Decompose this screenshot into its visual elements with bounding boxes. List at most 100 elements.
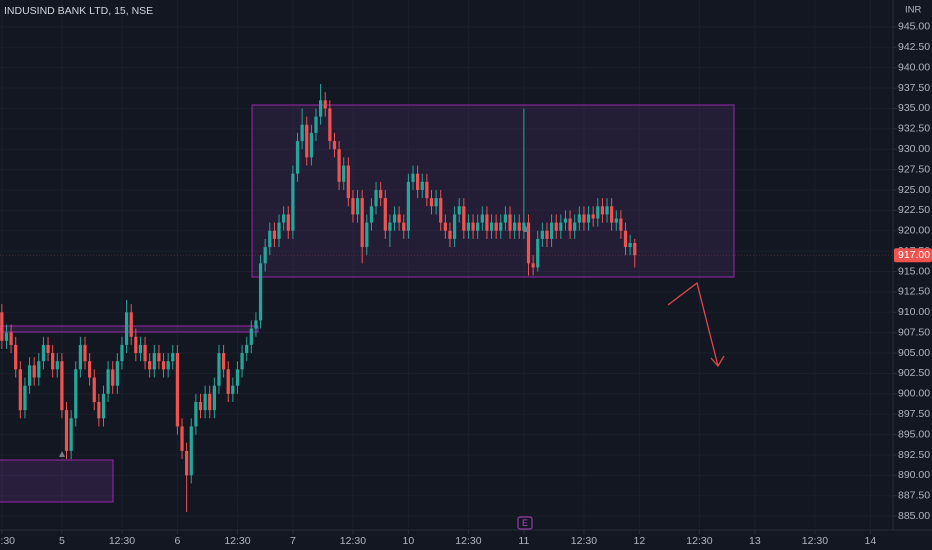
candle-body [198, 401, 203, 411]
y-tick-label: 912.50 [898, 286, 930, 298]
candle-body [235, 369, 240, 386]
candle-body [614, 218, 618, 223]
candle-body [342, 165, 346, 182]
candle-body [425, 181, 429, 199]
y-tick-label: 885.00 [898, 510, 930, 522]
candle-body [402, 222, 406, 231]
event-marker[interactable]: E [522, 518, 528, 528]
resistance-zone[interactable] [251, 104, 735, 278]
x-tick-label: 12:30 [340, 535, 366, 547]
candle-body [628, 242, 632, 248]
candle-body [471, 222, 475, 231]
candle-body [559, 222, 563, 231]
y-tick-label: 902.50 [898, 367, 930, 379]
candle-body [480, 214, 484, 223]
y-tick-label: 910.00 [898, 306, 930, 318]
candle-body [240, 353, 244, 370]
candle-body [0, 312, 4, 341]
candle-body [540, 230, 544, 239]
candle-body [355, 198, 360, 215]
candle-body [148, 361, 152, 370]
demand-zone[interactable] [0, 459, 114, 503]
candle-body [619, 218, 623, 231]
candle-body [513, 222, 517, 231]
candle-body [286, 214, 290, 231]
candle-body [97, 401, 101, 419]
candle-body [337, 149, 341, 182]
candle-body [499, 222, 503, 231]
y-tick-label: 897.50 [898, 408, 930, 420]
candle-body [554, 222, 558, 231]
candle-body [41, 344, 46, 362]
candle-body [300, 124, 304, 142]
candle-body [439, 198, 443, 223]
candle-body [14, 344, 18, 370]
currency-label: INR [905, 5, 922, 16]
candle-body [157, 353, 161, 362]
candle-body [203, 393, 207, 411]
x-tick-label: 5 [59, 535, 65, 547]
candle-body [406, 181, 411, 231]
candle-body [623, 230, 628, 248]
x-tick-label: 14 [865, 535, 877, 547]
candle-body [268, 230, 272, 248]
x-tick-label: 12 [634, 535, 646, 547]
candle-body [221, 353, 226, 370]
axes: 885.00 887.50 890.00 892.50 895.00 897.50 900.… [0, 21, 932, 547]
y-tick-label: 905.00 [898, 347, 930, 359]
candle-body [106, 369, 110, 394]
y-tick-label: 895.00 [898, 428, 930, 440]
x-tick-label: 13 [749, 535, 761, 547]
candle-body [365, 222, 369, 248]
candle-body [388, 222, 392, 231]
event-badge[interactable] [517, 516, 533, 530]
candle-body [605, 206, 609, 215]
candle-body [88, 361, 92, 378]
candle-body [134, 336, 138, 354]
candle-body [549, 222, 554, 239]
candle-body [531, 263, 535, 268]
x-tick-label: 11 [518, 535, 529, 547]
x-tick-label: 6 [174, 535, 180, 547]
candle-body [591, 214, 595, 219]
candle-body [120, 344, 124, 362]
candle-body [212, 385, 216, 411]
y-tick-label: 887.50 [898, 490, 930, 502]
candle-body [392, 214, 397, 223]
candle-body [462, 206, 466, 231]
candle-body [32, 365, 36, 378]
candle-body [411, 173, 415, 182]
y-tick-label: 915.00 [898, 265, 930, 277]
candle-body [152, 353, 156, 370]
candle-body [443, 222, 447, 231]
candle-body [115, 361, 119, 386]
candle-body [143, 344, 147, 362]
candle-body [138, 344, 143, 354]
x-tick-label: 7 [290, 535, 296, 547]
candle-body [46, 344, 50, 354]
candle-body [309, 132, 313, 158]
arrow-head [710, 355, 725, 368]
candle-body [374, 189, 378, 207]
candle-body [379, 189, 383, 199]
y-tick-label: 892.50 [898, 449, 930, 461]
candle-body [485, 214, 489, 231]
candle-body [245, 344, 249, 354]
candle-body [434, 198, 438, 207]
x-tick-label: 12:30 [686, 535, 712, 547]
candle-body [27, 365, 32, 386]
candle-body [573, 222, 577, 231]
y-tick-label: 900.00 [898, 388, 930, 400]
support-band[interactable] [0, 325, 259, 333]
y-tick-label: 937.50 [898, 82, 930, 94]
candle-body [258, 263, 263, 321]
projection-arrow[interactable] [667, 281, 719, 367]
candle-body [328, 108, 332, 142]
candles [0, 83, 637, 513]
y-tick-label: 907.50 [898, 326, 930, 338]
candle-body [489, 222, 494, 231]
y-tick-label: 922.50 [898, 204, 930, 216]
candle-body [360, 198, 364, 248]
candle-body [351, 198, 355, 215]
x-tick-label: 10 [403, 535, 415, 547]
